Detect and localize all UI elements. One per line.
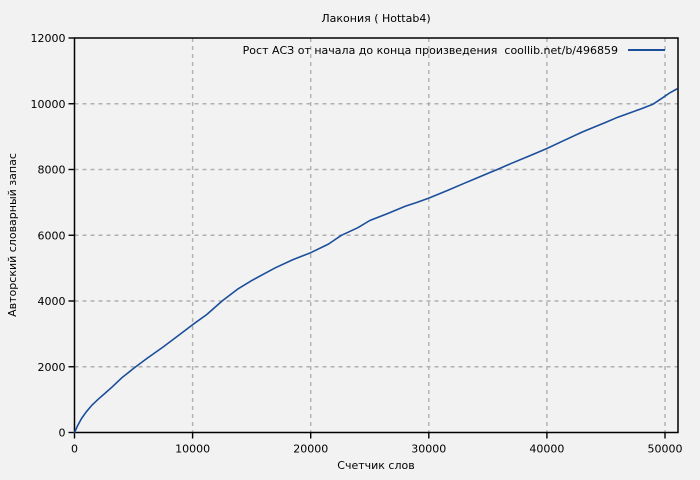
x-tick-label: 10000 [175, 443, 210, 456]
gridlines [74, 38, 678, 433]
y-tick-labels: 0 2000 4000 6000 8000 10000 12000 [31, 32, 66, 440]
y-tick-label: 10000 [31, 98, 66, 111]
x-axis-title: Счетчик слов [337, 459, 414, 472]
legend-label: Рост АСЗ от начала до конца произведения… [243, 44, 618, 57]
x-tick-label: 20000 [293, 443, 328, 456]
y-tick-label: 6000 [38, 229, 66, 242]
chart-title: Лакония ( Hottab4) [321, 12, 430, 25]
legend: Рост АСЗ от начала до конца произведения… [243, 44, 665, 57]
x-tick-label: 30000 [411, 443, 446, 456]
x-tick-label: 0 [71, 443, 78, 456]
y-tick-label: 2000 [38, 361, 66, 374]
y-tick-label: 4000 [38, 295, 66, 308]
x-tick-label: 50000 [648, 443, 683, 456]
axis-ticks [68, 37, 666, 439]
y-axis-title: Авторский словарный запас [6, 153, 19, 317]
x-tick-labels: 0 10000 20000 30000 40000 50000 [71, 443, 683, 456]
y-tick-label: 0 [59, 427, 66, 440]
y-tick-label: 12000 [31, 32, 66, 45]
x-tick-label: 40000 [529, 443, 564, 456]
y-tick-label: 8000 [38, 164, 66, 177]
series-line [73, 88, 678, 434]
